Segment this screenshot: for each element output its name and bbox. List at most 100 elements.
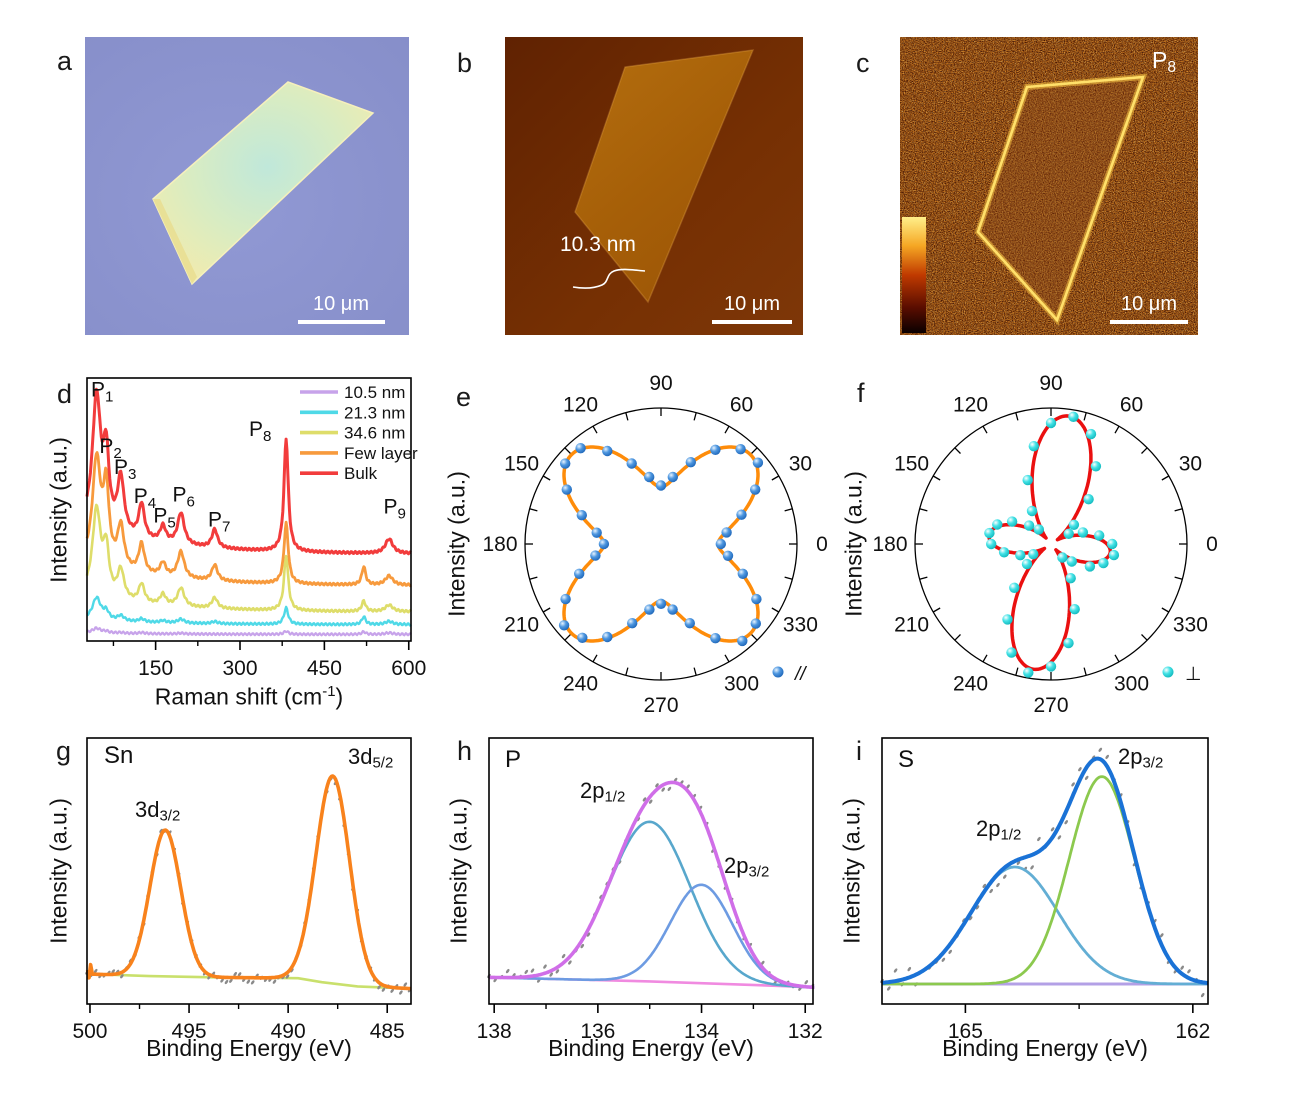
panel-b-label: b	[457, 48, 473, 78]
polar-data-point	[655, 480, 667, 491]
g-peak-left-sub: 3/2	[159, 807, 181, 825]
svg-text:490: 490	[271, 1020, 306, 1043]
svg-text:138: 138	[477, 1020, 512, 1043]
polar-data-point	[560, 593, 571, 605]
i-peak-left-base: 2p	[976, 816, 1001, 841]
raman-curve-Bulk	[85, 387, 412, 556]
flake-afm	[574, 49, 755, 304]
polar-data-point	[1107, 538, 1118, 550]
polar-data-point	[1083, 494, 1094, 505]
scalebar-a	[298, 320, 385, 324]
svg-text:P9: P9	[383, 495, 405, 522]
xps-raw-data-point	[561, 953, 566, 959]
xps-raw-data-point	[580, 943, 585, 949]
thickness-label: 10.3 nm	[560, 233, 636, 256]
h-peak-left-label: 2p1/2	[580, 778, 625, 806]
xps-raw-data-point	[1084, 775, 1089, 781]
xps-raw-data-point	[982, 883, 987, 889]
legend-item: 10.5 nm	[344, 383, 405, 402]
svg-text:330: 330	[1173, 614, 1208, 637]
polar-data-point	[986, 538, 997, 550]
polar-data-point	[722, 550, 734, 561]
polar-data-point	[1026, 505, 1038, 517]
xps-raw-data-point	[941, 957, 946, 962]
flake-edge-shadow	[153, 199, 197, 284]
xps-raw-data-point	[285, 974, 290, 979]
polar-data-point	[721, 527, 732, 538]
afm-image: 10.3 nm 10 μm	[505, 37, 803, 335]
xps-envelope	[881, 756, 1209, 985]
svg-text:300: 300	[222, 657, 257, 680]
polar-data-point	[1028, 549, 1039, 560]
d-x-label-post: )	[335, 683, 344, 710]
svg-text:300: 300	[1114, 672, 1149, 695]
g-y-axis-label: Intensity (a.u.)	[45, 798, 72, 944]
g-peak-left-label: 3d3/2	[135, 797, 180, 825]
xps-raw-data-point	[530, 968, 535, 973]
h-peak-right-base: 2p	[724, 853, 749, 878]
polar-data-point	[751, 593, 762, 605]
svg-text:P2: P2	[99, 435, 121, 462]
svg-text:P8: P8	[249, 418, 271, 445]
polar-legend-symbol: ⊥	[1185, 664, 1202, 685]
g-peak-right-label: 3d5/2	[348, 744, 393, 772]
xps-raw-data-point	[1098, 747, 1103, 752]
svg-text:120: 120	[563, 394, 598, 417]
scalebar-b	[712, 320, 792, 324]
h-element-label: P	[505, 746, 522, 773]
xps-raw-data-point	[642, 797, 647, 802]
svg-text:330: 330	[783, 614, 818, 637]
h-peak-right-label: 2p3/2	[724, 853, 769, 881]
svg-text:495: 495	[172, 1020, 207, 1043]
raman-curve-Few layer	[85, 451, 412, 588]
svg-text:P6: P6	[173, 484, 195, 511]
svg-text:210: 210	[504, 614, 539, 637]
xps-raw-data-point	[975, 905, 980, 910]
legend-item: 34.6 nm	[344, 424, 405, 443]
xps-raw-data-point	[968, 916, 973, 921]
xps-raw-data-point	[893, 968, 898, 973]
svg-text:P4: P4	[134, 485, 156, 512]
polar-data-point	[644, 604, 655, 615]
polar-data-point	[737, 635, 748, 647]
svg-text:162: 162	[1175, 1020, 1210, 1043]
xps-baseline	[86, 972, 412, 990]
panel-a-label: a	[57, 46, 73, 76]
xps-raw-data-point	[586, 932, 591, 937]
intensity-colorbar	[902, 217, 926, 333]
xps-envelope	[488, 780, 815, 990]
svg-text:90: 90	[649, 372, 672, 395]
svg-text:90: 90	[1039, 372, 1062, 395]
raman-map-image: P8 10 μm	[900, 37, 1198, 335]
map-peak-sub: 8	[1167, 58, 1177, 76]
f-y-axis-label: Intensity (a.u.)	[840, 471, 867, 617]
scalebar-label-b: 10 μm	[724, 293, 780, 315]
d-x-label-pre: Raman shift (cm	[154, 683, 323, 710]
xps-envelope	[85, 774, 412, 991]
xps-raw-data-point	[555, 969, 560, 974]
xps-component	[882, 775, 1209, 986]
i-peak-right-label: 2p3/2	[1118, 744, 1163, 772]
chart-polar-e: 0 30 60 90 120 150 180 210 240 270 300 330 //	[482, 372, 827, 717]
polar-data-point	[577, 632, 588, 643]
xps-raw-data-point	[377, 985, 381, 990]
polar-data-point	[1065, 573, 1076, 584]
svg-text:P7: P7	[208, 509, 230, 536]
polar-data-point	[655, 598, 667, 609]
flake-map-edge	[976, 75, 1145, 323]
xps-raw-data-point	[655, 783, 659, 788]
svg-text:60: 60	[730, 394, 753, 417]
xps-raw-data-point	[524, 969, 529, 975]
svg-text:P3: P3	[114, 456, 136, 483]
polar-data-point	[684, 618, 695, 629]
svg-text:30: 30	[1179, 453, 1202, 476]
xps-raw-data-point	[505, 968, 510, 974]
polar-data-point	[750, 484, 761, 495]
xps-raw-data-point	[120, 974, 124, 979]
xps-raw-data-point	[661, 787, 665, 792]
polar-data-point	[710, 633, 721, 644]
xps-raw-data-point	[549, 972, 553, 977]
h-x-axis-label: Binding Energy (eV)	[548, 1035, 754, 1061]
xps-raw-data-point	[907, 966, 912, 972]
